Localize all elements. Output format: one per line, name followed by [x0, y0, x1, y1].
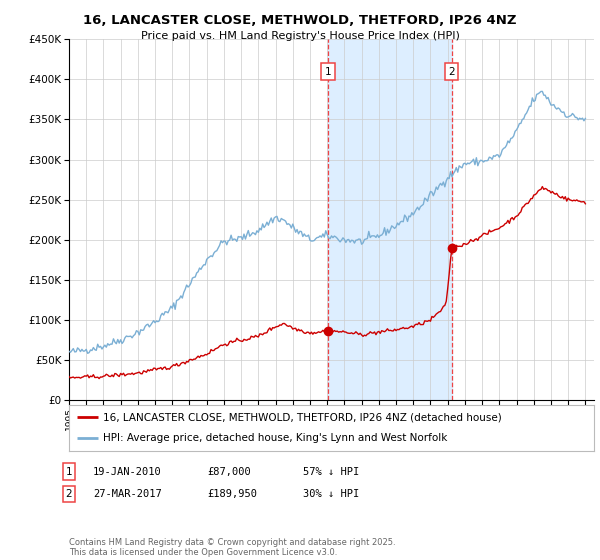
Text: 27-MAR-2017: 27-MAR-2017: [93, 489, 162, 499]
Text: Contains HM Land Registry data © Crown copyright and database right 2025.
This d: Contains HM Land Registry data © Crown c…: [69, 538, 395, 557]
Text: 16, LANCASTER CLOSE, METHWOLD, THETFORD, IP26 4NZ: 16, LANCASTER CLOSE, METHWOLD, THETFORD,…: [83, 14, 517, 27]
Text: 2: 2: [65, 489, 73, 499]
Text: £87,000: £87,000: [207, 466, 251, 477]
Text: 2: 2: [448, 67, 455, 77]
Text: 1: 1: [325, 67, 331, 77]
Text: 30% ↓ HPI: 30% ↓ HPI: [303, 489, 359, 499]
Bar: [328, 39, 452, 400]
Text: HPI: Average price, detached house, King's Lynn and West Norfolk: HPI: Average price, detached house, King…: [103, 433, 448, 444]
Text: 16, LANCASTER CLOSE, METHWOLD, THETFORD, IP26 4NZ (detached house): 16, LANCASTER CLOSE, METHWOLD, THETFORD,…: [103, 412, 502, 422]
Text: Price paid vs. HM Land Registry's House Price Index (HPI): Price paid vs. HM Land Registry's House …: [140, 31, 460, 41]
Text: 19-JAN-2010: 19-JAN-2010: [93, 466, 162, 477]
Text: 57% ↓ HPI: 57% ↓ HPI: [303, 466, 359, 477]
Text: £189,950: £189,950: [207, 489, 257, 499]
Text: 1: 1: [65, 466, 73, 477]
